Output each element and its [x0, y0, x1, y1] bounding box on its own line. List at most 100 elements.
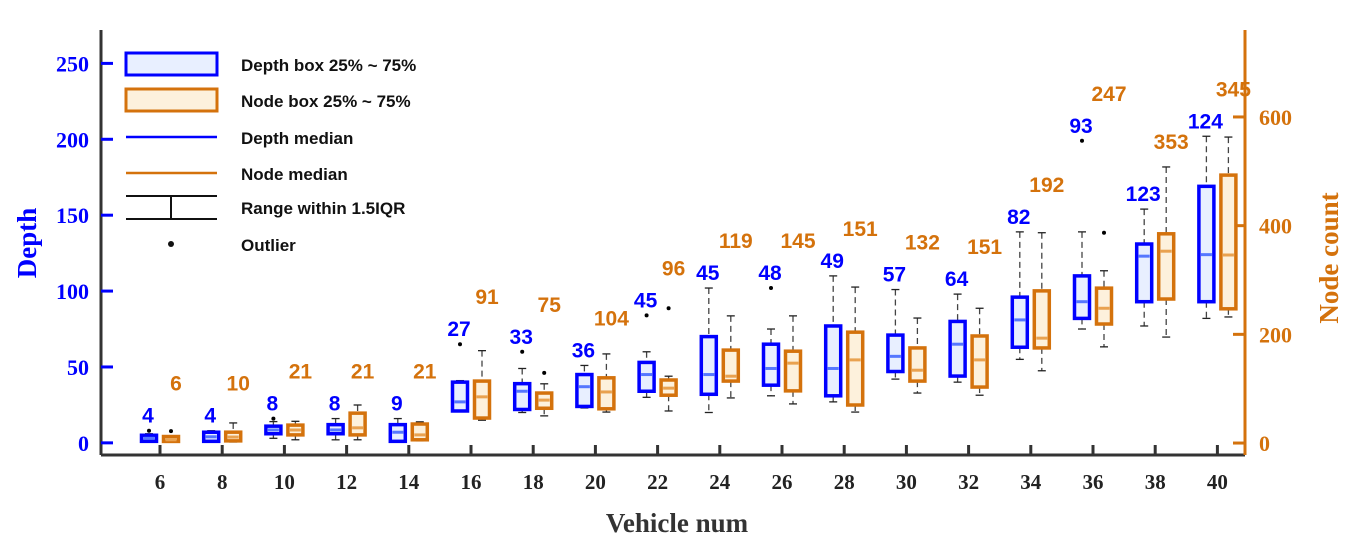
legend-depth-box-swatch	[124, 51, 219, 77]
depth-box	[512, 381, 532, 412]
node-box	[472, 379, 492, 420]
x-tick-label: 8	[217, 470, 228, 494]
legend-range-swatch	[126, 195, 217, 220]
y-right-tick-label: 600	[1259, 105, 1292, 130]
node-box	[721, 348, 741, 383]
depth-outlier	[271, 416, 276, 421]
node-outlier	[666, 306, 671, 311]
node-value-label: 104	[594, 307, 629, 330]
x-tick-label: 12	[336, 470, 357, 494]
x-tick-label: 18	[523, 470, 544, 494]
node-value-label: 345	[1216, 78, 1251, 101]
node-box	[348, 411, 367, 437]
node-value-label: 10	[227, 373, 250, 396]
x-tick-label: 36	[1083, 470, 1104, 494]
depth-value-label: 4	[204, 405, 216, 428]
y-left-tick-label: 0	[78, 431, 89, 456]
y-right-tick-label: 0	[1259, 431, 1270, 456]
depth-value-label: 33	[510, 326, 533, 349]
node-value-label: 247	[1091, 83, 1126, 106]
y-left-tick-label: 100	[56, 279, 89, 304]
depth-value-label: 82	[1007, 206, 1030, 229]
x-tick-label: 24	[709, 470, 731, 494]
depth-value-label: 123	[1126, 183, 1161, 206]
depth-outlier	[147, 428, 151, 433]
node-value-label: 91	[475, 286, 499, 309]
depth-value-label: 64	[945, 268, 969, 291]
node-outlier	[542, 370, 547, 375]
depth-outlier	[644, 313, 649, 318]
node-value-label: 21	[351, 361, 375, 384]
legend-outlier-swatch	[168, 241, 174, 247]
depth-box	[699, 334, 719, 397]
x-tick-label: 30	[896, 470, 917, 494]
depth-value-label: 48	[758, 262, 782, 285]
node-value-label: 6	[170, 373, 182, 396]
depth-value-label: 27	[447, 318, 470, 341]
node-box	[410, 422, 430, 442]
x-tick-label: 10	[274, 470, 295, 494]
depth-value-label: 124	[1188, 110, 1223, 133]
x-tick-label: 28	[834, 470, 855, 494]
x-axis-label: Vehicle num	[606, 508, 749, 538]
depth-value-label: 36	[572, 339, 595, 362]
depth-value-label: 45	[634, 289, 658, 312]
node-box	[1219, 173, 1238, 311]
y-left-tick-label: 150	[56, 203, 89, 228]
node-value-label: 75	[538, 294, 562, 317]
node-box	[908, 346, 927, 383]
depth-box	[637, 360, 656, 393]
y-axis-left-label: Depth	[12, 208, 42, 279]
y-right-tick-label: 200	[1259, 322, 1292, 347]
depth-value-label: 45	[696, 262, 720, 285]
x-tick-label: 20	[585, 470, 606, 494]
y-left-tick-label: 50	[67, 355, 89, 380]
depth-box	[1010, 295, 1030, 349]
y-right-tick-label: 400	[1259, 214, 1292, 239]
node-box	[1032, 289, 1052, 350]
node-value-label: 151	[843, 218, 878, 241]
node-box	[970, 334, 989, 389]
depth-box	[1134, 242, 1154, 304]
x-tick-label: 38	[1145, 470, 1166, 494]
depth-box	[823, 324, 843, 398]
plot-area: 0 50 100 150 200 250 0 200 400 600 6 8 10 12 14 16 18 20 2…	[56, 30, 1292, 494]
depth-value-label: 93	[1069, 115, 1092, 138]
depth-value-label: 4	[142, 405, 154, 428]
y-axis-right-label: Node count	[1314, 192, 1344, 323]
node-value-label: 145	[780, 230, 815, 253]
depth-value-label: 57	[883, 264, 906, 287]
x-tick-label: 26	[772, 470, 793, 494]
node-box	[845, 330, 865, 407]
legend-item-label: Node box 25% ~ 75%	[241, 92, 411, 111]
depth-outlier	[458, 342, 462, 347]
depth-box	[1072, 274, 1092, 321]
x-tick-label: 22	[647, 470, 668, 494]
depth-box	[761, 342, 781, 387]
legend-node-box-swatch	[124, 87, 219, 113]
depth-box	[948, 319, 967, 378]
depth-box	[575, 372, 594, 409]
node-value-label: 96	[662, 257, 685, 280]
y-left-tick-label: 250	[56, 51, 89, 76]
x-tick-label: 14	[398, 470, 420, 494]
y-left-tick-label: 200	[56, 127, 89, 152]
node-value-label: 119	[719, 230, 753, 253]
depth-value-label: 8	[329, 393, 341, 416]
node-value-label: 151	[967, 236, 1002, 259]
node-value-label: 21	[289, 361, 313, 384]
node-outlier	[1102, 230, 1106, 235]
legend-item-label: Depth box 25% ~ 75%	[241, 56, 416, 75]
node-box	[1094, 286, 1114, 326]
node-box	[1156, 232, 1176, 301]
legend-item-label: Outlier	[241, 236, 296, 255]
legend: Depth box 25% ~ 75% Node box 25% ~ 75% Dep…	[124, 51, 416, 255]
legend-item-label: Node median	[241, 165, 348, 184]
node-outlier	[169, 429, 173, 434]
depth-value-label: 8	[267, 393, 279, 416]
depth-box	[450, 380, 470, 413]
depth-outlier	[1080, 138, 1084, 143]
x-tick-label: 16	[461, 470, 482, 494]
depth-value-label: 9	[391, 393, 403, 416]
